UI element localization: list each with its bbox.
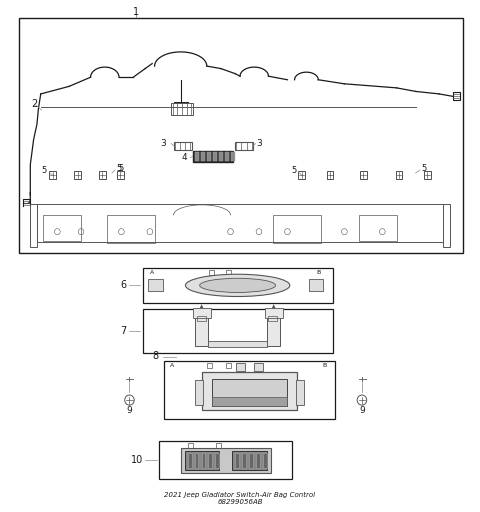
- Bar: [360, 172, 367, 179]
- Ellipse shape: [200, 279, 276, 292]
- Bar: [235, 453, 239, 468]
- Bar: [296, 380, 304, 405]
- Bar: [148, 280, 163, 291]
- Bar: [256, 453, 260, 468]
- Bar: [207, 363, 212, 368]
- Bar: [268, 315, 277, 321]
- Bar: [195, 317, 208, 347]
- Text: 3: 3: [257, 139, 263, 148]
- Bar: [188, 453, 192, 468]
- Bar: [208, 342, 267, 348]
- Text: 5: 5: [421, 164, 427, 173]
- Text: 2: 2: [31, 99, 37, 109]
- Text: 9: 9: [127, 406, 132, 415]
- Bar: [202, 372, 297, 410]
- Bar: [453, 92, 460, 100]
- Bar: [213, 152, 217, 161]
- Bar: [19, 18, 463, 253]
- Bar: [249, 453, 253, 468]
- Text: B: B: [316, 270, 321, 275]
- Bar: [195, 380, 204, 405]
- Text: 4: 4: [181, 153, 187, 162]
- Bar: [185, 451, 219, 470]
- Bar: [219, 152, 223, 161]
- Text: 1: 1: [133, 7, 139, 17]
- Ellipse shape: [185, 274, 290, 296]
- Bar: [180, 448, 271, 473]
- Text: A: A: [150, 270, 154, 275]
- Bar: [226, 363, 230, 368]
- Bar: [264, 308, 283, 317]
- Text: 6: 6: [120, 281, 126, 290]
- Bar: [212, 397, 288, 406]
- Bar: [209, 270, 214, 275]
- Text: 2021 Jeep Gladiator Switch-Air Bag Control
68299056AB: 2021 Jeep Gladiator Switch-Air Bag Contr…: [165, 492, 315, 505]
- Bar: [195, 453, 199, 468]
- Bar: [49, 172, 56, 179]
- Text: 7: 7: [120, 326, 126, 336]
- Bar: [216, 443, 221, 448]
- Bar: [207, 152, 211, 161]
- Bar: [242, 453, 246, 468]
- Text: 5: 5: [117, 164, 122, 173]
- Text: 5: 5: [42, 166, 47, 176]
- Bar: [443, 204, 450, 247]
- Text: 3: 3: [161, 139, 167, 148]
- Bar: [197, 315, 206, 321]
- Bar: [236, 362, 245, 371]
- Bar: [143, 309, 333, 353]
- Bar: [359, 216, 396, 241]
- Bar: [30, 204, 37, 247]
- Bar: [235, 141, 253, 150]
- Bar: [231, 152, 235, 161]
- Bar: [396, 172, 402, 179]
- Text: 10: 10: [131, 455, 143, 465]
- Bar: [225, 152, 229, 161]
- Bar: [309, 280, 323, 291]
- Bar: [192, 308, 211, 317]
- Text: B: B: [322, 364, 326, 369]
- Bar: [254, 362, 263, 371]
- Text: 8: 8: [152, 351, 158, 361]
- Bar: [171, 102, 192, 115]
- Bar: [263, 453, 266, 468]
- Bar: [226, 270, 230, 275]
- Bar: [164, 361, 335, 419]
- Bar: [174, 141, 192, 150]
- Bar: [195, 152, 199, 161]
- Bar: [424, 172, 431, 179]
- Bar: [267, 317, 280, 347]
- Bar: [143, 268, 333, 303]
- Bar: [216, 453, 219, 468]
- Bar: [201, 152, 205, 161]
- Bar: [192, 151, 233, 162]
- Text: 5: 5: [119, 164, 124, 173]
- Bar: [232, 451, 266, 470]
- Bar: [37, 204, 443, 242]
- Bar: [74, 172, 81, 179]
- Bar: [43, 216, 81, 241]
- Bar: [99, 172, 106, 179]
- Bar: [117, 172, 124, 179]
- Bar: [273, 215, 321, 243]
- Bar: [159, 441, 292, 479]
- Bar: [212, 379, 288, 406]
- Bar: [327, 172, 334, 179]
- Bar: [188, 443, 192, 448]
- Bar: [208, 453, 212, 468]
- Text: A: A: [170, 364, 174, 369]
- Bar: [202, 453, 205, 468]
- Bar: [107, 215, 155, 243]
- Text: 5: 5: [292, 166, 297, 176]
- Bar: [299, 172, 305, 179]
- Text: 9: 9: [359, 406, 365, 415]
